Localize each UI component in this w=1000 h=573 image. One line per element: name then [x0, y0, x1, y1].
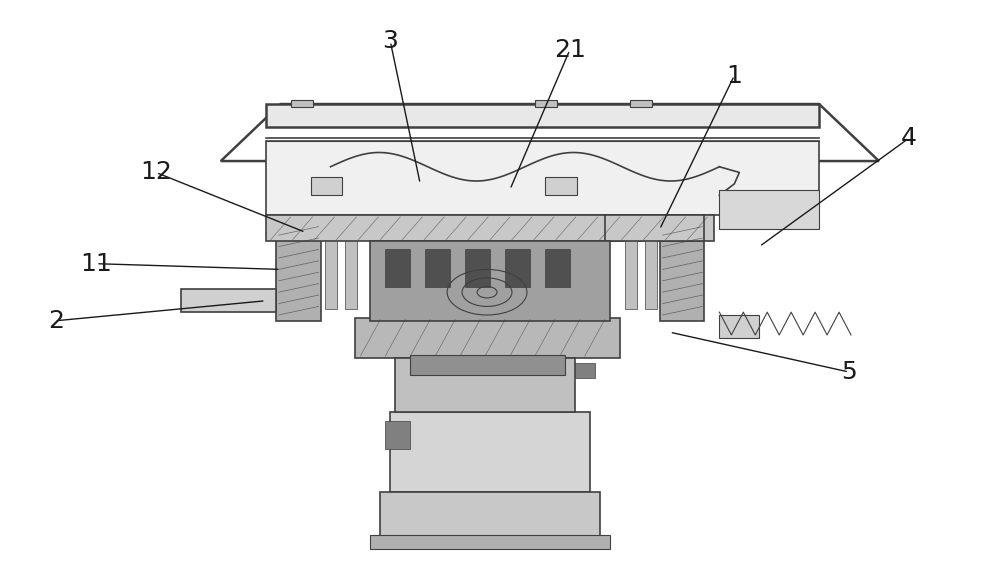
Bar [266, 141, 819, 215]
Text: 11: 11 [80, 252, 112, 276]
Bar [425, 249, 450, 286]
Text: 4: 4 [901, 126, 917, 150]
Bar [395, 358, 575, 412]
FancyBboxPatch shape [266, 104, 819, 127]
Bar [545, 177, 577, 195]
Bar [181, 289, 276, 312]
Bar [605, 215, 704, 241]
Bar [625, 241, 637, 309]
Text: 12: 12 [140, 160, 172, 185]
Bar [535, 100, 557, 107]
Bar [276, 218, 321, 321]
Bar [505, 249, 530, 286]
Bar [266, 215, 714, 241]
Bar [370, 535, 610, 549]
Bar [660, 218, 704, 321]
Bar [719, 190, 819, 229]
Bar [575, 363, 595, 378]
Bar [719, 315, 759, 338]
Bar [385, 421, 410, 449]
Bar [370, 241, 610, 321]
Bar [380, 492, 600, 549]
Bar [325, 241, 337, 309]
Text: 21: 21 [554, 38, 586, 62]
Bar [645, 241, 657, 309]
Text: 3: 3 [382, 29, 398, 53]
Bar [465, 249, 490, 286]
Bar [355, 318, 620, 358]
Text: 1: 1 [726, 64, 742, 88]
Bar [630, 100, 652, 107]
Bar [390, 412, 590, 492]
Bar [385, 249, 410, 286]
Bar [311, 177, 342, 195]
Bar [291, 100, 313, 107]
Bar [410, 355, 565, 375]
Text: 2: 2 [48, 309, 64, 333]
Bar [345, 241, 357, 309]
Text: 5: 5 [841, 360, 857, 384]
Bar [545, 249, 570, 286]
